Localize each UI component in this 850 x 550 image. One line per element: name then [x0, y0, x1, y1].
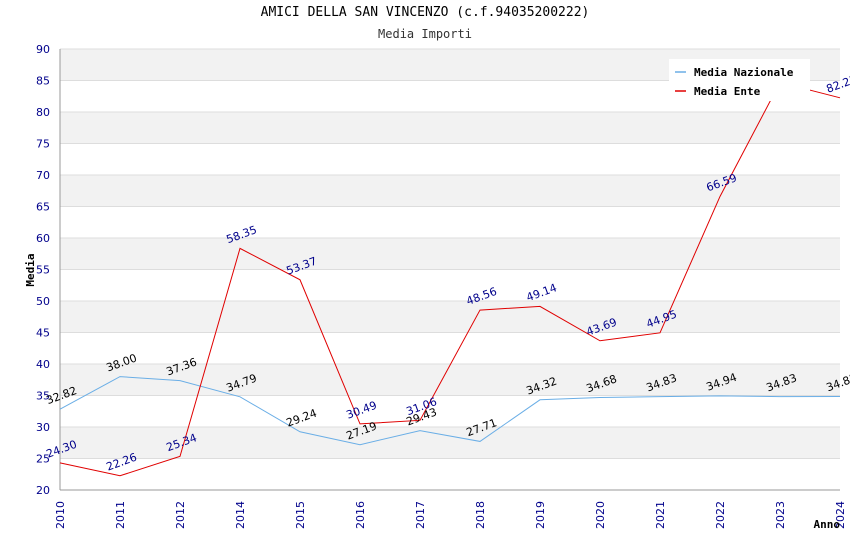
x-tick-label: 2018 — [474, 501, 487, 529]
legend-label: Media Nazionale — [694, 66, 794, 79]
grid-band — [60, 206, 840, 238]
x-axis-label: Anno — [814, 518, 841, 531]
x-tick-label: 2011 — [114, 501, 127, 529]
grid-band — [60, 143, 840, 175]
grid-band — [60, 364, 840, 396]
y-tick-label: 25 — [36, 453, 50, 466]
plot-background — [60, 49, 840, 490]
y-tick-label: 80 — [36, 106, 50, 119]
x-tick-label: 2024 — [834, 501, 847, 529]
grid-band — [60, 427, 840, 459]
x-tick-label: 2012 — [174, 501, 187, 529]
y-tick-label: 90 — [36, 43, 50, 56]
x-tick-label: 2021 — [654, 501, 667, 529]
legend: Media Nazionale Media Ente — [669, 59, 810, 101]
grid-band — [60, 269, 840, 301]
x-tick-label: 2010 — [54, 501, 67, 529]
y-tick-label: 45 — [36, 327, 50, 340]
y-tick-label: 35 — [36, 390, 50, 403]
y-tick-label: 85 — [36, 75, 50, 88]
grid-band — [60, 458, 840, 490]
grid-band — [60, 395, 840, 427]
chart-title: AMICI DELLA SAN VINCENZO (c.f.9403520022… — [260, 5, 590, 20]
grid-band — [60, 238, 840, 270]
y-tick-labels: 20 25 30 35 40 45 50 55 60 65 70 75 80 85 90 — [36, 43, 50, 497]
y-tick-label: 50 — [36, 295, 50, 308]
series-line-1 — [59, 81, 841, 477]
grid-band — [60, 175, 840, 207]
x-tick-label: 2015 — [294, 501, 307, 529]
grid-band — [60, 332, 840, 364]
x-tick-label: 2020 — [594, 501, 607, 529]
x-tick-label: 2019 — [534, 501, 547, 529]
x-tick-label: 2017 — [414, 501, 427, 529]
y-tick-label: 40 — [36, 358, 50, 371]
series-lines — [59, 81, 841, 477]
y-tick-label: 20 — [36, 484, 50, 497]
y-axis-label: Media — [24, 253, 37, 286]
y-tick-label: 65 — [36, 201, 50, 214]
grid-band — [60, 301, 840, 333]
grid-band — [60, 112, 840, 144]
x-tick-label: 2023 — [774, 501, 787, 529]
axes — [59, 49, 840, 491]
y-tick-label: 75 — [36, 138, 50, 151]
y-tick-label: 55 — [36, 264, 50, 277]
legend-box — [669, 59, 810, 101]
series-line-0 — [59, 376, 841, 446]
x-tick-label: 2022 — [714, 501, 727, 529]
x-tick-labels: 2010 2011 2012 2014 2015 2016 2017 2018 2019 2020… — [54, 501, 847, 529]
y-tick-label: 70 — [36, 169, 50, 182]
x-tick-label: 2016 — [354, 501, 367, 529]
x-tick-label: 2014 — [234, 501, 247, 529]
y-tick-label: 60 — [36, 232, 50, 245]
y-tick-label: 30 — [36, 421, 50, 434]
chart-subtitle: Media Importi — [378, 27, 472, 41]
legend-label: Media Ente — [694, 85, 761, 98]
